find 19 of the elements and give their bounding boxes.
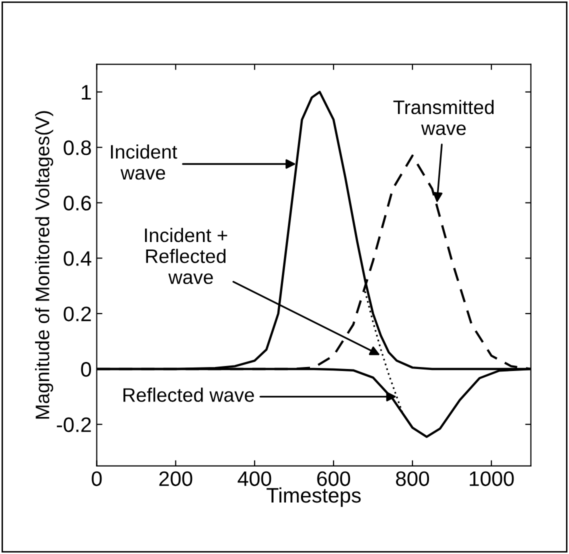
x-tick-label: 200 bbox=[159, 471, 192, 486]
x-tick-label: 800 bbox=[396, 471, 430, 486]
x-tick-label: 400 bbox=[238, 471, 272, 486]
x-tick-label: 0 bbox=[92, 471, 102, 486]
x-axis-title: Timesteps bbox=[266, 487, 361, 507]
annotation: Incident + Reflected wave bbox=[145, 228, 228, 284]
y-tick-label: 0 bbox=[81, 362, 92, 377]
x-tick-label: 600 bbox=[317, 471, 350, 486]
annotation: Transmitted wave bbox=[393, 100, 494, 136]
y-tick-label: 0.8 bbox=[64, 140, 91, 156]
y-axis-title: Magnitude of Monitored Voltages(V) bbox=[35, 111, 54, 419]
y-tick-label: 0.4 bbox=[64, 251, 92, 266]
y-tick-label: 0.6 bbox=[64, 196, 91, 211]
annotation: Reflected wave bbox=[123, 388, 254, 402]
x-tick-label: 1000 bbox=[470, 471, 514, 486]
annotation: Incident wave bbox=[111, 144, 178, 180]
y-tick-label: -0.2 bbox=[56, 417, 91, 432]
y-tick-label: 0.2 bbox=[64, 306, 91, 322]
y-tick-label: 1 bbox=[82, 85, 91, 100]
